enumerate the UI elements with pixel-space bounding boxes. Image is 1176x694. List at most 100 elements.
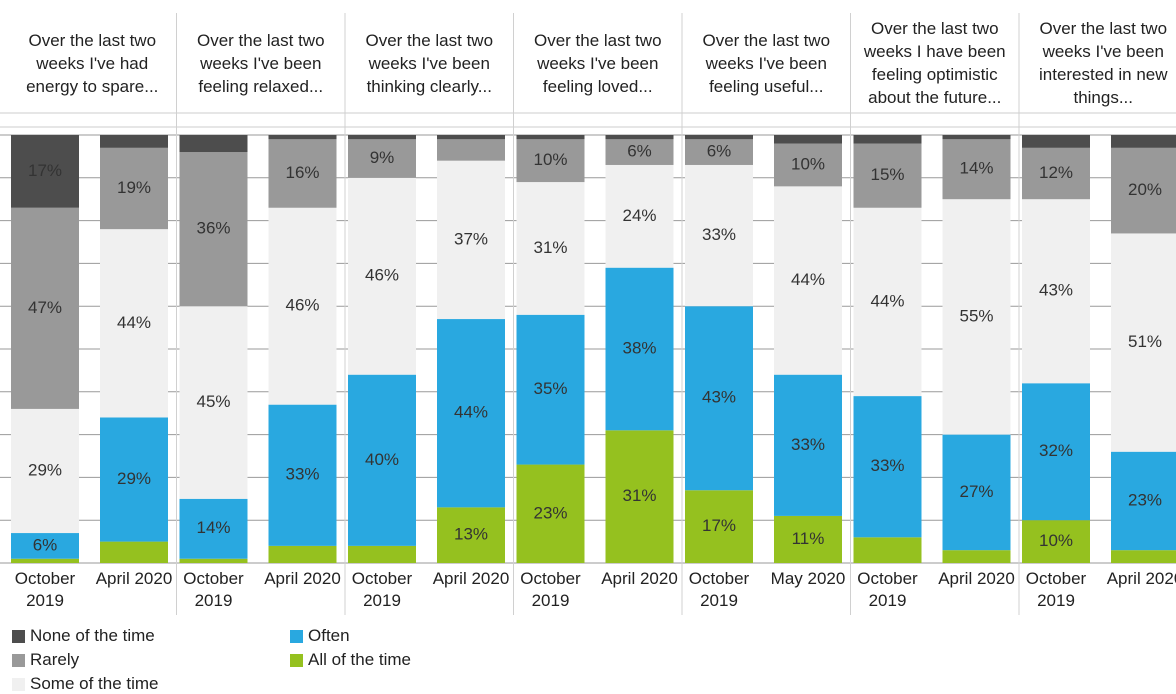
x-tick-label: April 2020: [264, 569, 341, 588]
panel-title: Over the last two weeks I've been intere…: [1038, 19, 1168, 107]
x-tick-label: April 2020: [432, 569, 510, 588]
bar-segment: [774, 143, 842, 187]
bar-segment: [853, 207, 922, 397]
bar-segment: [853, 396, 922, 538]
legend-label: All of the time: [308, 650, 411, 669]
bar-segment: [685, 306, 753, 491]
data-label: 10%: [533, 150, 567, 169]
bar-segment: [516, 135, 585, 140]
data-label: 43%: [1039, 281, 1073, 300]
bar-segment: [685, 164, 753, 307]
data-label: 24%: [622, 206, 656, 225]
bar-segment: [179, 135, 248, 153]
data-label: 33%: [870, 456, 904, 475]
bar-segment: [774, 135, 842, 144]
x-tick-label: October 2019: [351, 569, 413, 610]
bar-segment: [685, 490, 753, 563]
bar-segment: [942, 135, 1011, 140]
data-label: 29%: [28, 460, 62, 479]
data-label: 11%: [792, 529, 825, 548]
bar-segment: [100, 229, 168, 418]
data-label: 15%: [870, 165, 904, 184]
x-tick-label: April 2020: [1106, 569, 1176, 588]
bar-segment: [516, 182, 585, 315]
bar-segment: [774, 374, 842, 516]
data-label: 46%: [285, 296, 319, 315]
bar-segment: [1022, 383, 1090, 521]
x-tick-label: October 2019: [688, 569, 750, 610]
bar-segment: [100, 417, 168, 542]
data-label: 16%: [285, 163, 319, 182]
panel-title: Over the last two weeks I've been feelin…: [533, 30, 662, 96]
bar-segment: [11, 207, 79, 409]
data-label: 44%: [870, 291, 904, 310]
panel-title: Over the last two weeks I've been thinki…: [365, 30, 494, 96]
bar-segment: [942, 199, 1011, 435]
legend-label: None of the time: [30, 626, 155, 645]
bar-segment: [100, 135, 168, 148]
bar-segment: [11, 408, 79, 534]
bar-segment: [179, 498, 248, 559]
data-label: 20%: [1128, 180, 1162, 199]
data-label: 44%: [791, 270, 825, 289]
bar-segment: [605, 139, 674, 165]
bar-segment: [605, 267, 674, 431]
bar-segment: [348, 139, 416, 178]
bar-segment: [179, 152, 248, 307]
bar-segment: [348, 545, 416, 563]
data-label: 36%: [196, 219, 230, 238]
data-label: 51%: [1128, 332, 1162, 351]
x-tick-label: May 2020: [770, 569, 846, 588]
bar-segment: [348, 135, 416, 140]
data-label: 29%: [117, 469, 151, 488]
data-label: 31%: [533, 238, 567, 257]
data-label: 6%: [707, 142, 732, 161]
bar-segment: [1111, 550, 1176, 563]
legend-item: None of the time: [12, 626, 155, 646]
bar-segment: [179, 306, 248, 499]
legend-item: Some of the time: [12, 674, 159, 694]
panel-title: Over the last two weeks I've been feelin…: [196, 30, 325, 96]
bar-segment: [942, 550, 1011, 563]
data-label: 33%: [285, 465, 319, 484]
bar-segment: [179, 558, 248, 563]
data-label: 55%: [959, 306, 993, 325]
bar-segment: [942, 434, 1011, 551]
data-label: 31%: [622, 486, 656, 505]
data-label: 44%: [454, 403, 488, 422]
bar-segment: [853, 143, 922, 208]
legend-label: Rarely: [30, 650, 80, 669]
data-label: 35%: [533, 379, 567, 398]
bar-segment: [11, 135, 79, 208]
bar-segment: [268, 545, 337, 563]
bar-segment: [685, 135, 753, 140]
legend-item: Often: [290, 626, 350, 646]
x-tick-label: April 2020: [95, 569, 173, 588]
data-label: 13%: [454, 525, 488, 544]
x-tick-label: October 2019: [14, 569, 76, 610]
bar-segment: [605, 430, 674, 563]
data-label: 14%: [959, 159, 993, 178]
legend-item: Rarely: [12, 650, 79, 670]
data-label: 40%: [365, 450, 399, 469]
bar-segment: [605, 164, 674, 268]
x-tick-label: October 2019: [183, 569, 244, 610]
bar-segment: [774, 515, 842, 563]
bar-segment: [268, 135, 337, 140]
data-label: 32%: [1039, 441, 1073, 460]
data-label: 38%: [622, 338, 656, 357]
data-label: 14%: [196, 518, 230, 537]
bar-segment: [11, 558, 79, 563]
data-label: 17%: [702, 516, 736, 535]
data-label: 6%: [627, 142, 652, 161]
bar-segment: [100, 541, 168, 563]
panel-title: Over the last two weeks I have been feel…: [863, 19, 1006, 107]
data-label: 44%: [117, 313, 151, 332]
bar-segment: [437, 160, 505, 320]
x-tick-label: April 2020: [938, 569, 1015, 588]
legend-swatch: [290, 629, 303, 643]
bar-segment: [1111, 451, 1176, 551]
data-label: 37%: [454, 229, 488, 248]
data-label: 12%: [1039, 163, 1073, 182]
